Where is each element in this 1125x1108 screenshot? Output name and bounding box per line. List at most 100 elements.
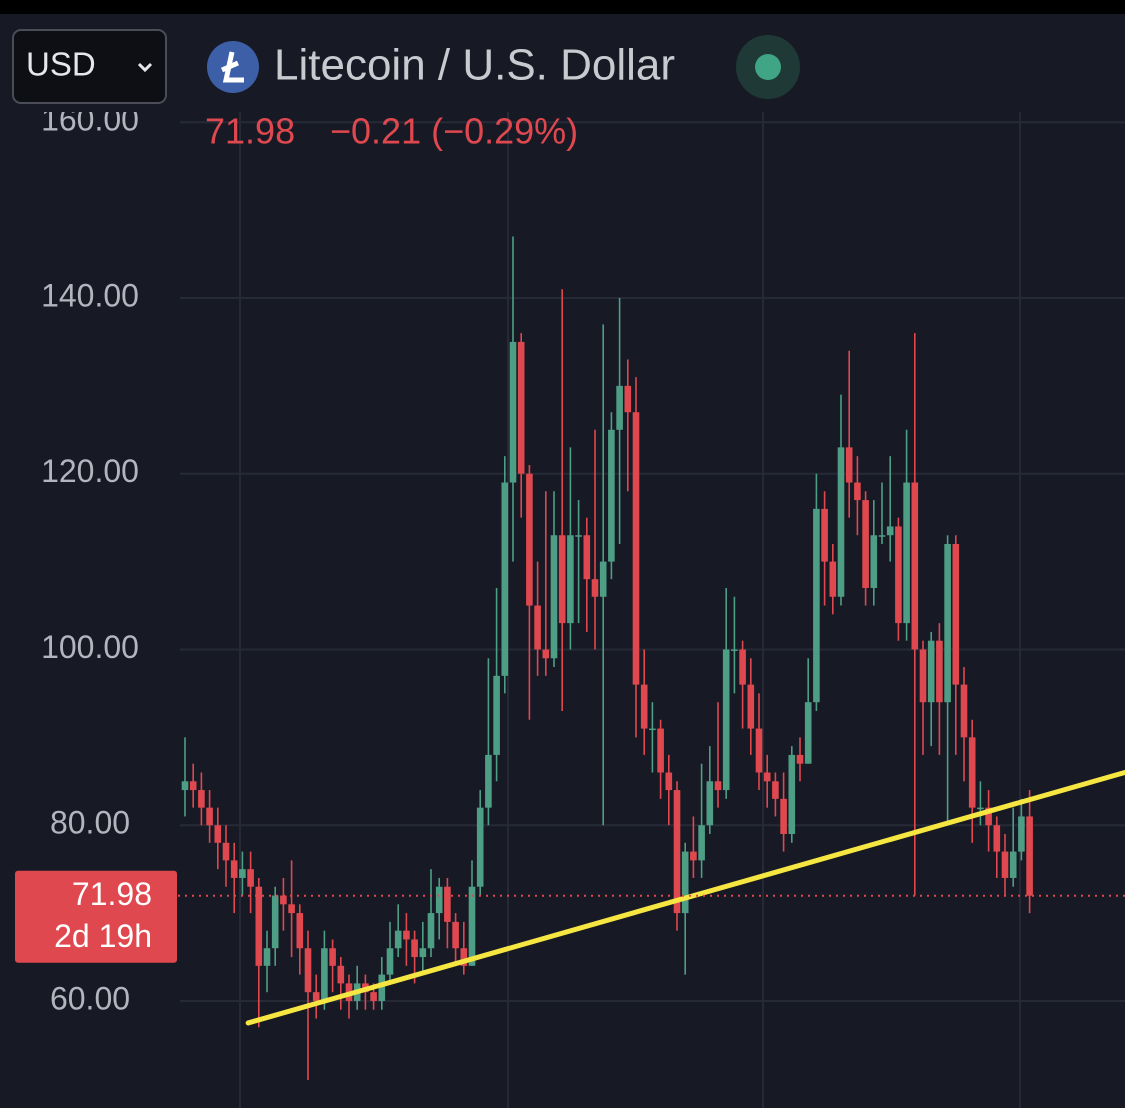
- candle-body: [427, 913, 435, 949]
- candle-body: [255, 886, 263, 966]
- candle-body: [599, 561, 607, 597]
- candle-body: [1001, 851, 1009, 878]
- candle-body: [452, 921, 459, 949]
- candle-body: [321, 948, 328, 1001]
- candle-body: [230, 860, 238, 878]
- candle-body: [444, 886, 451, 922]
- candle-body: [517, 341, 525, 474]
- candle-body: [526, 473, 533, 606]
- candle-body: [911, 482, 919, 650]
- last-price: 71.98: [205, 111, 295, 152]
- candle-body: [1018, 816, 1025, 852]
- candle-body: [337, 965, 345, 984]
- candle-body: [206, 807, 213, 826]
- candle-body: [616, 385, 623, 430]
- candle-body: [419, 948, 427, 958]
- candle-body: [181, 781, 189, 791]
- y-tick-label: 140.00: [41, 277, 139, 313]
- candle-body: [386, 948, 394, 975]
- candle-body: [780, 798, 787, 835]
- candle-body: [567, 535, 574, 624]
- candle-body: [476, 807, 484, 887]
- candle-body: [804, 702, 812, 764]
- candle-body: [460, 948, 468, 966]
- candle-body: [304, 948, 312, 993]
- candle-body: [862, 500, 869, 588]
- candle-body: [624, 385, 632, 413]
- plot: [178, 121, 1125, 1081]
- candle-body: [870, 535, 878, 588]
- candle-body: [706, 781, 714, 826]
- y-tick-label: 100.00: [41, 629, 139, 665]
- trend-line: [245, 769, 1125, 1026]
- candle-body: [763, 772, 771, 782]
- candle-body: [370, 992, 377, 1001]
- candle-body: [501, 482, 509, 676]
- candle-body: [542, 649, 550, 659]
- candle-body: [403, 930, 410, 940]
- status-strip: [0, 0, 1125, 14]
- candle-body: [788, 754, 796, 835]
- candle-body: [722, 649, 730, 791]
- candle-body: [968, 737, 976, 808]
- y-tick-label: 80.00: [50, 805, 130, 841]
- candle-body: [772, 781, 779, 799]
- candle-body: [886, 526, 894, 536]
- candle-body: [960, 684, 968, 738]
- candle-body: [411, 939, 418, 958]
- candle-body: [271, 895, 279, 949]
- price-badge-value: 71.98: [72, 876, 152, 912]
- candle-body: [649, 728, 656, 731]
- candle-body: [714, 781, 722, 791]
- candle-body: [222, 842, 230, 861]
- candle-body: [878, 535, 886, 537]
- header-bg: [0, 14, 1125, 112]
- currency-label: USD: [26, 46, 96, 83]
- candle-body: [485, 754, 492, 808]
- candle-body: [673, 790, 681, 914]
- price-change: −0.21 (−0.29%): [330, 111, 578, 152]
- candle-body: [665, 772, 673, 791]
- candle-body: [895, 526, 902, 624]
- candle-body: [837, 447, 845, 597]
- candle-body: [263, 948, 271, 966]
- candle-body: [1026, 816, 1033, 896]
- candle-body: [796, 754, 804, 764]
- candle-body: [214, 825, 222, 843]
- candle-body: [558, 535, 566, 624]
- candle-body: [927, 640, 935, 703]
- candle-body: [657, 728, 664, 773]
- candle-body: [247, 869, 254, 887]
- header: USD Litecoin / U.S. Dollar: [0, 0, 1125, 112]
- candle-body: [731, 649, 738, 651]
- candle-body: [632, 412, 640, 685]
- coin-glyph: [220, 51, 244, 83]
- candle-body: [394, 930, 402, 949]
- candle-body: [608, 429, 615, 562]
- candle-body: [591, 579, 599, 597]
- candle-body: [435, 886, 443, 914]
- candle-body: [919, 649, 927, 703]
- candle-body: [329, 948, 336, 966]
- candle-body: [550, 535, 558, 659]
- candle-body: [280, 895, 287, 905]
- candle-body: [296, 913, 304, 949]
- candle-body: [698, 825, 705, 861]
- candle-body: [189, 781, 197, 791]
- candle-body: [944, 544, 951, 703]
- candle-body: [288, 904, 295, 914]
- candle-body: [640, 684, 648, 729]
- candle-body: [509, 341, 517, 483]
- candle-body: [936, 640, 943, 703]
- candle-body: [583, 535, 591, 580]
- currency-select[interactable]: [12, 29, 167, 104]
- candle-body: [690, 851, 697, 861]
- y-tick-label: 60.00: [50, 980, 130, 1016]
- candle-body: [993, 825, 1001, 852]
- candle-body: [739, 649, 746, 685]
- price-badge-countdown: 2d 19h: [54, 918, 152, 954]
- candle-body: [845, 447, 853, 483]
- y-tick-label: 120.00: [41, 453, 139, 489]
